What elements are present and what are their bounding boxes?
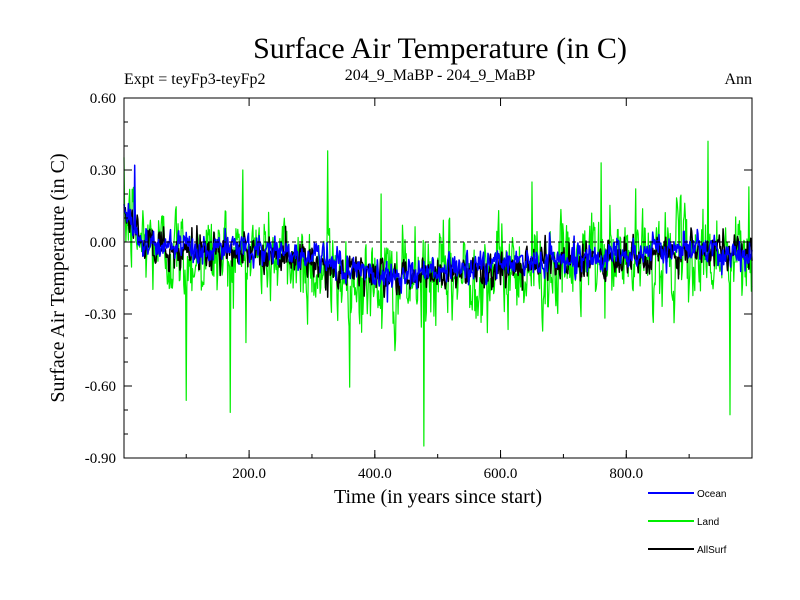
y-tick-label: -0.90 [85,451,116,467]
x-tick-label: 800.0 [609,466,643,482]
legend-label-ocean: Ocean [697,489,726,500]
chart-subtitle-left: Expt = teyFp3-teyFp2 [124,71,265,88]
x-axis-label: Time (in years since start) [334,486,542,508]
legend-label-allsurf: AllSurf [697,545,727,556]
y-tick-label: 0.00 [90,235,116,251]
legend-label-land: Land [697,517,719,528]
plot-frame [123,97,753,459]
series-line-land [123,140,753,447]
y-axis-label: Surface Air Temperature (in C) [47,153,69,402]
y-tick-label: 0.60 [90,91,116,107]
x-tick-label: 200.0 [232,466,266,482]
series-layer [123,140,753,447]
y-tick-label: 0.30 [90,163,116,179]
legend: Ocean Land AllSurf [648,489,727,556]
x-tick-label: 400.0 [358,466,392,482]
chart-title: Surface Air Temperature (in C) [253,32,627,65]
series-line-ocean [123,164,753,303]
axis-layer: 0.60 0.30 0.00 -0.30 -0.60 -0.90 200.0 400.0 600… [85,91,752,482]
y-tick-label: -0.60 [85,379,116,395]
chart-subtitle-right: Ann [724,71,752,88]
x-tick-label: 600.0 [484,466,518,482]
chart-subtitle-center: 204_9_MaBP - 204_9_MaBP [345,67,536,84]
y-tick-label: -0.30 [85,307,116,323]
